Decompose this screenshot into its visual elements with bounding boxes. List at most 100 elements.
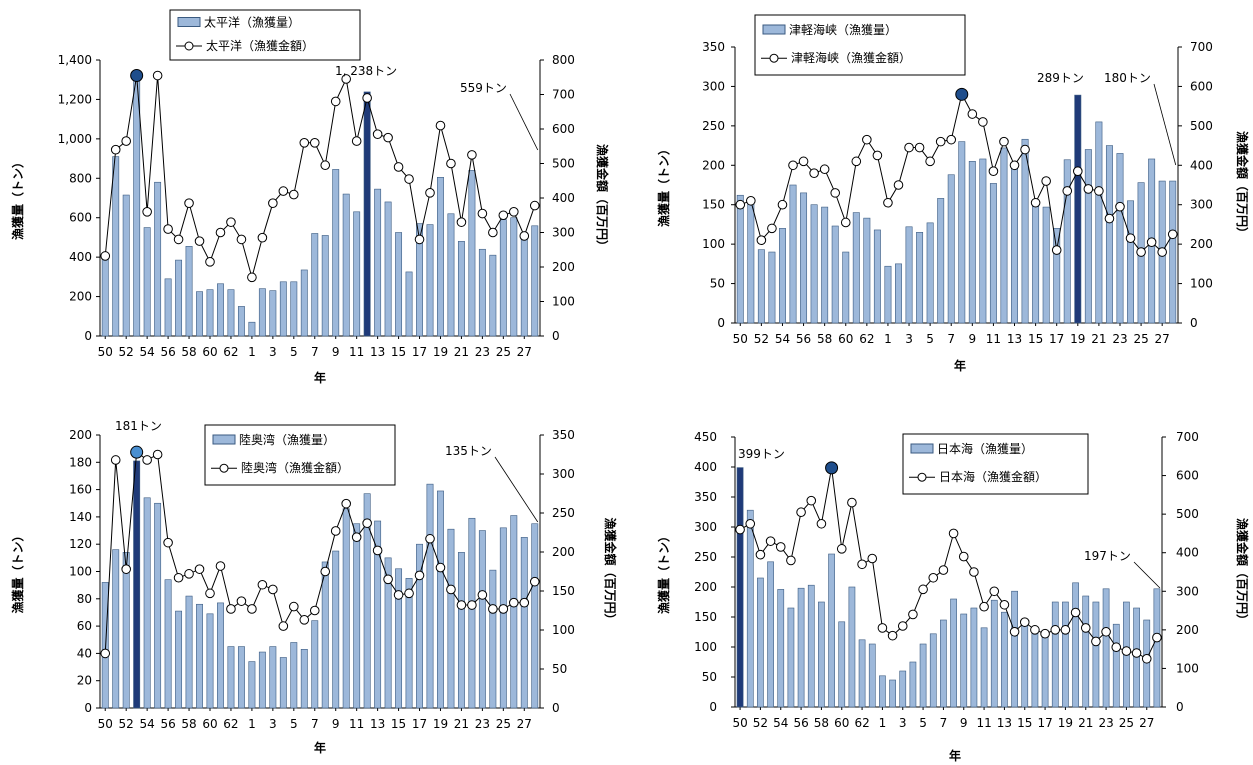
line-point	[1167, 229, 1178, 240]
x-tick-label: 7	[947, 332, 955, 346]
line-point	[435, 562, 446, 573]
line-point	[969, 567, 979, 577]
line-point	[257, 232, 268, 243]
y-tick-label: 1,400	[58, 53, 92, 67]
bar	[279, 281, 287, 337]
line-point	[775, 542, 786, 552]
x-tick-label: 5	[926, 332, 934, 346]
chart-panel-2: 0204060801001201401601802000501001502002…	[10, 419, 618, 755]
x-tick-label: 58	[181, 717, 196, 731]
y2-tick-label: 800	[552, 53, 575, 67]
x-tick-label: 27	[1139, 716, 1154, 730]
bar	[237, 306, 245, 337]
x-tick-label: 25	[496, 717, 511, 731]
x-tick-label: 7	[940, 716, 948, 730]
x-tick-label: 19	[1058, 716, 1073, 730]
y2-tick-label: 100	[1190, 277, 1213, 291]
x-tick-label: 11	[986, 332, 1001, 346]
y-tick-label: 600	[69, 211, 92, 225]
bar	[353, 523, 361, 709]
bar	[926, 222, 934, 324]
bar	[279, 657, 287, 709]
y-tick-label: 400	[694, 460, 717, 474]
line-point	[110, 455, 121, 465]
line-point	[529, 576, 540, 587]
bar	[746, 509, 754, 708]
bar	[101, 256, 109, 337]
line-point	[414, 234, 425, 245]
line-point	[163, 537, 173, 548]
legend-line-marker	[769, 53, 779, 63]
x-tick-label: 19	[433, 345, 448, 359]
line-point	[756, 235, 767, 245]
x-tick-label: 56	[160, 345, 175, 359]
x-tick-label: 11	[976, 716, 991, 730]
bar	[426, 224, 434, 337]
x-tick-label: 9	[332, 717, 340, 731]
line-point	[935, 136, 946, 147]
line-point	[1041, 176, 1051, 186]
line-point	[816, 518, 827, 529]
x-tick-label: 11	[349, 717, 364, 731]
line-point	[862, 134, 872, 145]
line-point	[1152, 632, 1162, 643]
y-tick-label: 0	[717, 316, 725, 330]
x-tick-label: 50	[98, 717, 113, 731]
bar	[447, 213, 455, 337]
line-point	[1136, 247, 1146, 257]
y2-tick-label: 600	[1190, 79, 1213, 93]
bar	[437, 177, 444, 337]
bar	[940, 619, 947, 708]
line-point	[247, 604, 257, 614]
bar	[311, 233, 319, 337]
y2-tick-label: 0	[1190, 316, 1198, 330]
bar	[248, 321, 256, 337]
bar	[905, 226, 913, 324]
x-tick-label: 21	[454, 345, 469, 359]
bar	[990, 599, 998, 708]
line-point	[247, 272, 257, 283]
annotation-leader	[1153, 83, 1177, 166]
legend-box	[902, 433, 1089, 495]
bar	[478, 248, 486, 337]
bar	[478, 530, 486, 709]
y-tick-label: 160	[69, 483, 92, 497]
y2-tick-label: 700	[552, 88, 575, 102]
annotation-leader	[494, 456, 539, 523]
bar	[1072, 582, 1079, 708]
bar	[300, 269, 308, 337]
x-tick-label: 58	[817, 332, 832, 346]
bar	[164, 278, 172, 337]
line-point	[362, 518, 372, 528]
line-point	[1091, 636, 1101, 647]
y-tick-label: 0	[709, 700, 717, 714]
line-point	[446, 158, 456, 169]
legend-box	[204, 424, 396, 486]
x-axis-label: 年	[954, 358, 966, 373]
x-tick-label: 27	[517, 345, 532, 359]
line-point	[809, 168, 819, 178]
line-point	[1070, 607, 1081, 618]
x-tick-label: 50	[733, 332, 748, 346]
line-point	[226, 604, 236, 614]
bar	[1116, 153, 1124, 324]
line-point	[806, 495, 817, 506]
bar	[1074, 94, 1082, 324]
line-point	[767, 223, 777, 234]
bar	[852, 212, 860, 324]
line-point	[999, 599, 1010, 610]
line-point	[735, 524, 745, 535]
line-point	[393, 162, 404, 172]
bar	[1000, 147, 1008, 324]
annotation-label: 559トン	[460, 81, 507, 95]
line-point	[330, 96, 341, 107]
bar	[968, 161, 976, 324]
legend-line-label: 陸奥湾（漁獲金額）	[241, 460, 349, 475]
bar	[520, 537, 528, 709]
line-point	[948, 528, 959, 539]
annotation-label: 197トン	[1084, 549, 1131, 563]
line-point	[130, 445, 144, 459]
bar	[895, 263, 902, 324]
bar	[767, 561, 774, 708]
legend-bar-swatch	[762, 24, 786, 35]
